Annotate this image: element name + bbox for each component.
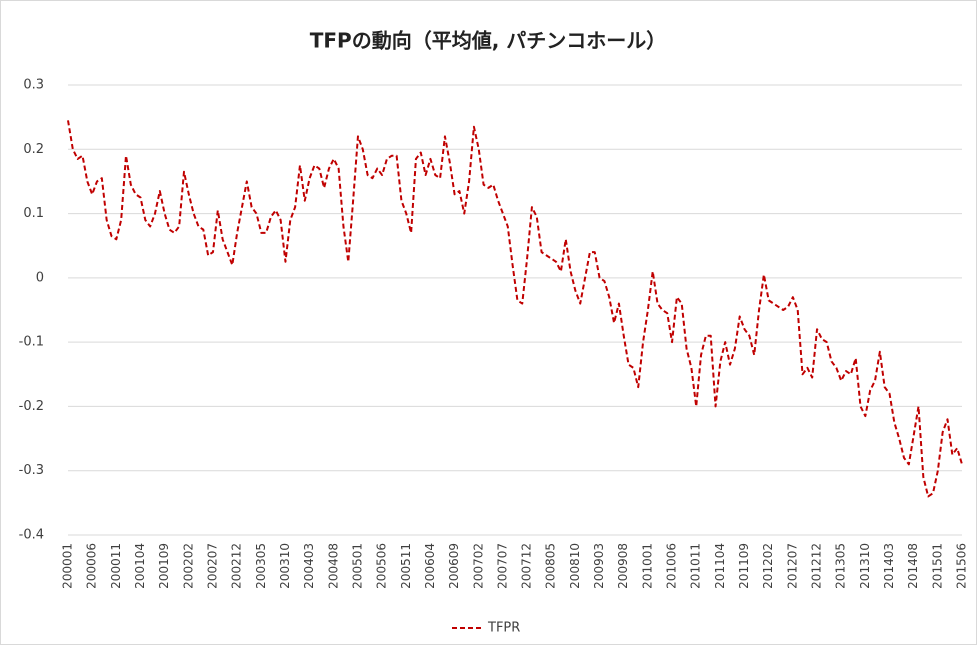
x-tick-label: 201212: [810, 543, 824, 589]
x-tick-label: 200207: [205, 543, 219, 589]
x-tick-label: 201506: [955, 543, 969, 589]
x-tick-label: 200506: [375, 543, 389, 589]
x-tick-label: 201104: [713, 543, 727, 589]
x-tick-label: 200212: [230, 543, 244, 589]
x-tick-label: 201202: [761, 543, 775, 589]
x-tick-label: 200403: [302, 543, 316, 589]
x-tick-label: 201501: [930, 543, 944, 589]
x-tick-label: 200006: [85, 543, 99, 589]
x-tick-label: 201310: [858, 543, 872, 589]
y-tick-label: -0.3: [19, 463, 44, 478]
x-tick-label: 200310: [278, 543, 292, 589]
data-line: [67, 120, 963, 498]
x-tick-label: 200908: [616, 543, 630, 589]
y-tick-label: -0.4: [19, 528, 44, 543]
x-tick-label: 200810: [568, 543, 582, 589]
x-tick-label: 200408: [326, 543, 340, 589]
x-tick-label: 200609: [447, 543, 461, 589]
legend-label: TFPR: [487, 621, 520, 636]
x-tick-label: 201001: [640, 543, 654, 589]
x-tick-label: 201408: [906, 543, 920, 589]
x-tick-label: 201109: [737, 543, 751, 589]
x-tick-label: 200511: [399, 543, 413, 589]
x-tick-label: 200805: [544, 543, 558, 589]
x-tick-label: 200707: [495, 543, 509, 589]
x-tick-label: 201011: [689, 543, 703, 589]
y-tick-label: 0.1: [23, 206, 44, 221]
x-tick-label: 200109: [157, 543, 171, 589]
x-tick-label: 200001: [61, 543, 75, 589]
x-tick-label: 200903: [592, 543, 606, 589]
y-tick-label: 0.3: [23, 78, 44, 93]
x-tick-label: 201403: [882, 543, 896, 589]
x-tick-label: 200712: [520, 543, 534, 589]
x-tick-label: 200011: [109, 543, 123, 589]
x-tick-label: 201006: [665, 543, 679, 589]
y-tick-label: -0.2: [19, 399, 44, 414]
chart-title: TFPの動向（平均値, パチンコホール）: [310, 29, 667, 53]
x-tick-label: 200604: [423, 543, 437, 589]
x-tick-label: 200702: [471, 543, 485, 589]
y-tick-label: 0.2: [23, 142, 44, 157]
x-tick-label: 201305: [834, 543, 848, 589]
x-tick-label: 200104: [133, 543, 147, 589]
x-tick-label: 201207: [785, 543, 799, 589]
x-tick-label: 200501: [350, 543, 364, 589]
y-tick-label: 0: [36, 270, 44, 285]
y-tick-label: -0.1: [19, 335, 44, 350]
x-tick-label: 200305: [254, 543, 268, 589]
x-tick-label: 200202: [181, 543, 195, 589]
